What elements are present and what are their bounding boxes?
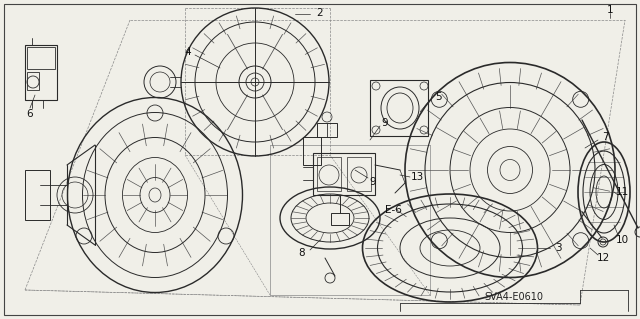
Text: SVA4-E0610: SVA4-E0610 <box>484 292 543 302</box>
Text: 9: 9 <box>370 177 376 187</box>
Bar <box>331 213 349 225</box>
Bar <box>25 45 57 100</box>
Text: E-6: E-6 <box>385 205 401 215</box>
Text: 3: 3 <box>555 243 561 253</box>
Text: 2: 2 <box>317 8 323 18</box>
Text: 10: 10 <box>616 235 628 245</box>
Text: 12: 12 <box>596 253 610 263</box>
Bar <box>303 137 321 165</box>
Bar <box>27 72 39 90</box>
Bar <box>317 123 337 137</box>
Text: 11: 11 <box>616 187 628 197</box>
Text: 4: 4 <box>185 47 191 57</box>
Bar <box>313 153 375 195</box>
Bar <box>370 80 428 136</box>
Bar <box>25 170 50 220</box>
Text: 6: 6 <box>27 109 33 119</box>
Bar <box>347 157 371 191</box>
Bar <box>317 157 341 191</box>
Text: 1: 1 <box>607 5 613 15</box>
Bar <box>27 47 55 69</box>
Text: 8: 8 <box>299 248 305 258</box>
Text: 9: 9 <box>381 118 388 128</box>
Text: 5: 5 <box>435 92 442 102</box>
Text: 7: 7 <box>602 132 608 142</box>
Text: 13: 13 <box>410 172 424 182</box>
